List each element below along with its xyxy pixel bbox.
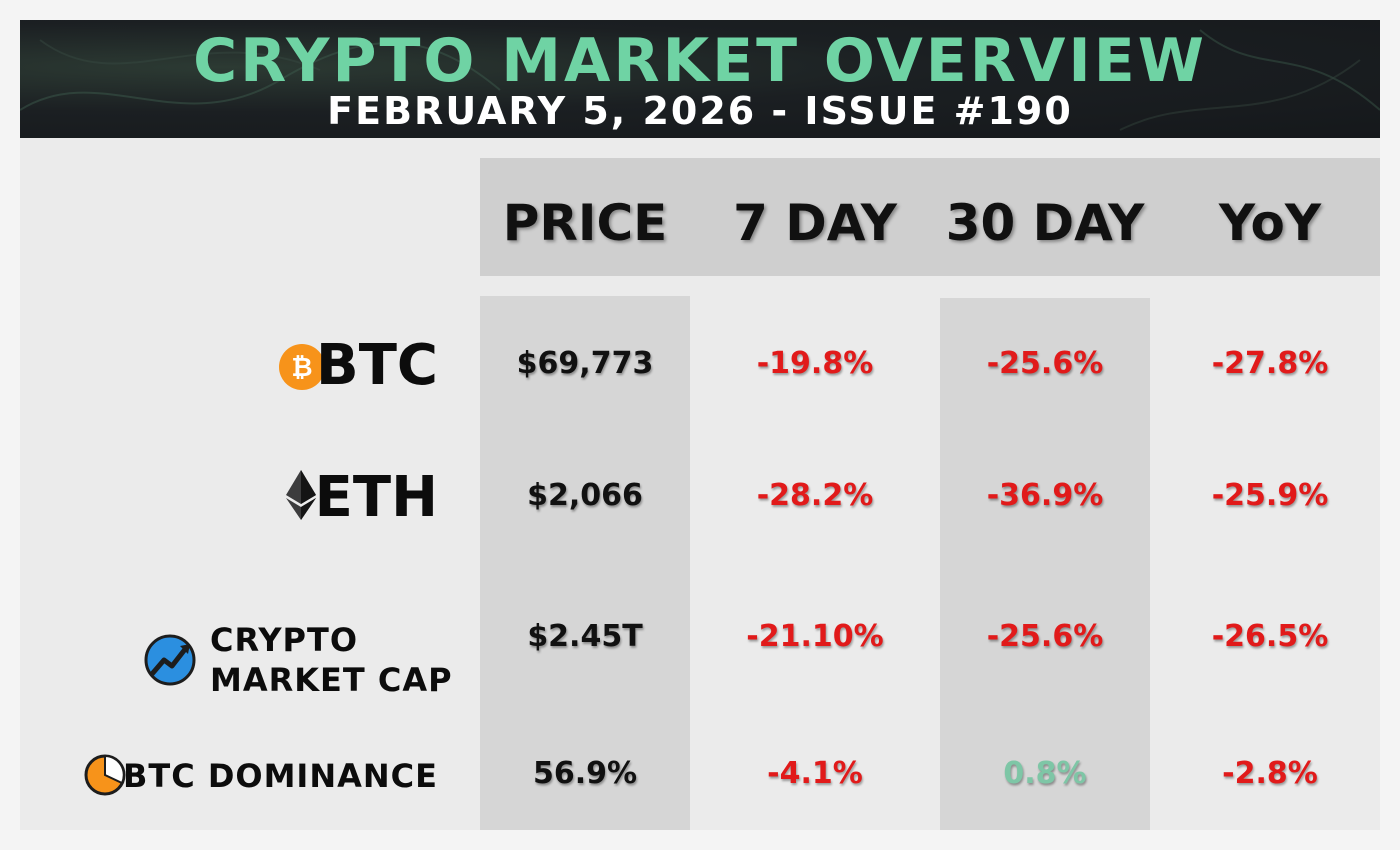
price-column-shade	[480, 296, 690, 830]
btc-7day: -19.8%	[756, 346, 874, 381]
eth-30day: -36.9%	[986, 478, 1104, 513]
ethereum-icon	[286, 470, 316, 520]
pie-chart-icon	[84, 754, 126, 796]
market-cap-chart-icon	[144, 634, 196, 686]
issue-subtitle: FEBRUARY 5, 2026 - ISSUE #190	[327, 89, 1073, 133]
30day-column-shade	[940, 298, 1150, 830]
column-header-yoy: YoY	[1218, 194, 1322, 252]
column-header-band	[480, 158, 1380, 276]
btc-dominance-30day: 0.8%	[1003, 756, 1087, 791]
infographic-frame: CRYPTO MARKET OVERVIEW FEBRUARY 5, 2026 …	[20, 20, 1380, 830]
column-header-30day: 30 DAY	[945, 194, 1145, 252]
header-banner: CRYPTO MARKET OVERVIEW FEBRUARY 5, 2026 …	[20, 20, 1380, 138]
btc-dominance-value: 56.9%	[532, 756, 638, 791]
bitcoin-icon: ₿	[279, 344, 325, 390]
svg-text:₿: ₿	[291, 353, 312, 383]
row-label-btc: BTC	[316, 333, 438, 398]
market-cap-7day: -21.10%	[746, 619, 884, 654]
row-label-eth: ETH	[314, 465, 438, 530]
row-label-btc-dominance: BTC DOMINANCE	[122, 757, 438, 795]
btc-price: $69,773	[516, 346, 654, 381]
eth-7day: -28.2%	[756, 478, 874, 513]
eth-yoy: -25.9%	[1211, 478, 1329, 513]
column-header-7day: 7 DAY	[733, 194, 897, 252]
column-header-price: PRICE	[502, 194, 668, 252]
btc-30day: -25.6%	[986, 346, 1104, 381]
btc-yoy: -27.8%	[1211, 346, 1329, 381]
row-label-market-cap-line1: CRYPTO	[210, 621, 359, 659]
eth-price: $2,066	[527, 478, 643, 513]
btc-dominance-yoy: -2.8%	[1222, 756, 1318, 791]
market-cap-yoy: -26.5%	[1211, 619, 1329, 654]
row-label-market-cap: CRYPTO MARKET CAP	[210, 620, 453, 700]
page-title: CRYPTO MARKET OVERVIEW	[193, 26, 1207, 96]
market-cap-price: $2.45T	[527, 619, 643, 654]
market-cap-30day: -25.6%	[986, 619, 1104, 654]
btc-dominance-7day: -4.1%	[767, 756, 863, 791]
row-label-market-cap-line2: MARKET CAP	[210, 661, 453, 699]
